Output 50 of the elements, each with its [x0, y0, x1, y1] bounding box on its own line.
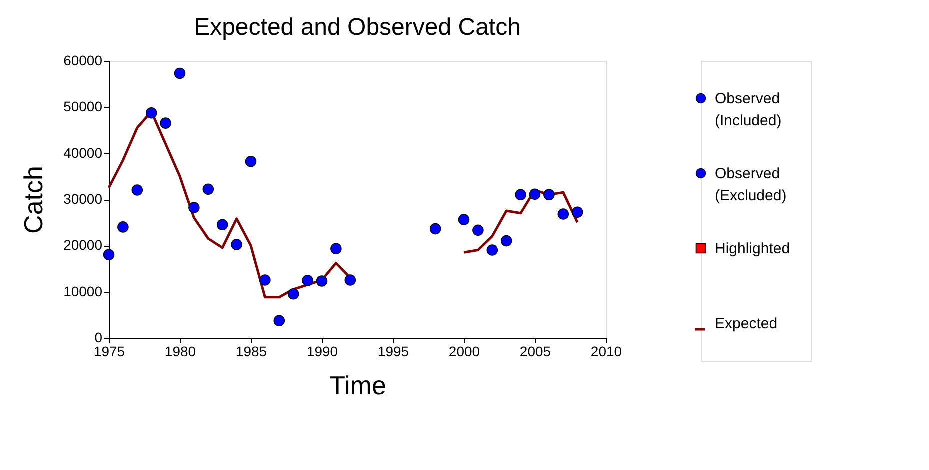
x-tick-label: 2000: [448, 344, 480, 360]
x-tick-label: 1995: [378, 344, 410, 360]
point: [500, 235, 512, 247]
point: [260, 274, 271, 286]
point: [515, 189, 526, 201]
point: [472, 224, 484, 236]
point: [572, 206, 584, 218]
x-tick-label: 2010: [590, 344, 622, 360]
point: [529, 188, 541, 200]
point: [544, 189, 555, 201]
point: [330, 243, 342, 255]
y-tick-label: 20000: [64, 237, 103, 254]
legend-label: Highlighted: [715, 240, 790, 258]
point: [216, 219, 228, 231]
point: [103, 249, 115, 261]
y-axis-title: Catch: [18, 166, 49, 234]
x-tick-label: 1990: [306, 344, 338, 360]
x-axis-title: Time: [330, 370, 386, 400]
point: [188, 202, 200, 214]
y-tick-label: 30000: [64, 191, 103, 207]
point: [458, 214, 470, 226]
legend-label: Observed (Excluded): [715, 166, 787, 204]
point: [288, 288, 300, 300]
point: [202, 184, 214, 195]
x-tick-label: 2005: [520, 344, 552, 360]
x-tick-label: 1975: [94, 344, 126, 360]
point: [174, 68, 186, 80]
y-tick-label: 40000: [64, 144, 103, 161]
chart-title: Expected and Observed Catch: [194, 14, 521, 41]
point: [245, 156, 257, 168]
legend-label: Expected: [715, 316, 778, 332]
point: [486, 244, 498, 256]
point: [274, 315, 286, 327]
point: [302, 275, 314, 286]
y-tick-label: 50000: [64, 98, 103, 115]
point: [146, 108, 158, 119]
point: [132, 184, 144, 196]
point: [118, 222, 129, 233]
y-tick-label: 0: [94, 330, 103, 346]
point: [316, 276, 328, 287]
point: [344, 274, 356, 286]
legend-label: Observed (Included): [715, 90, 782, 130]
point: [231, 239, 242, 250]
point: [558, 208, 570, 220]
point: [160, 118, 172, 129]
point: [430, 223, 442, 235]
x-tick-label: 1985: [236, 344, 268, 360]
y-tick-label: 10000: [64, 283, 103, 300]
y-tick-label: 60000: [64, 52, 103, 68]
x-tick-label: 1980: [164, 344, 196, 360]
